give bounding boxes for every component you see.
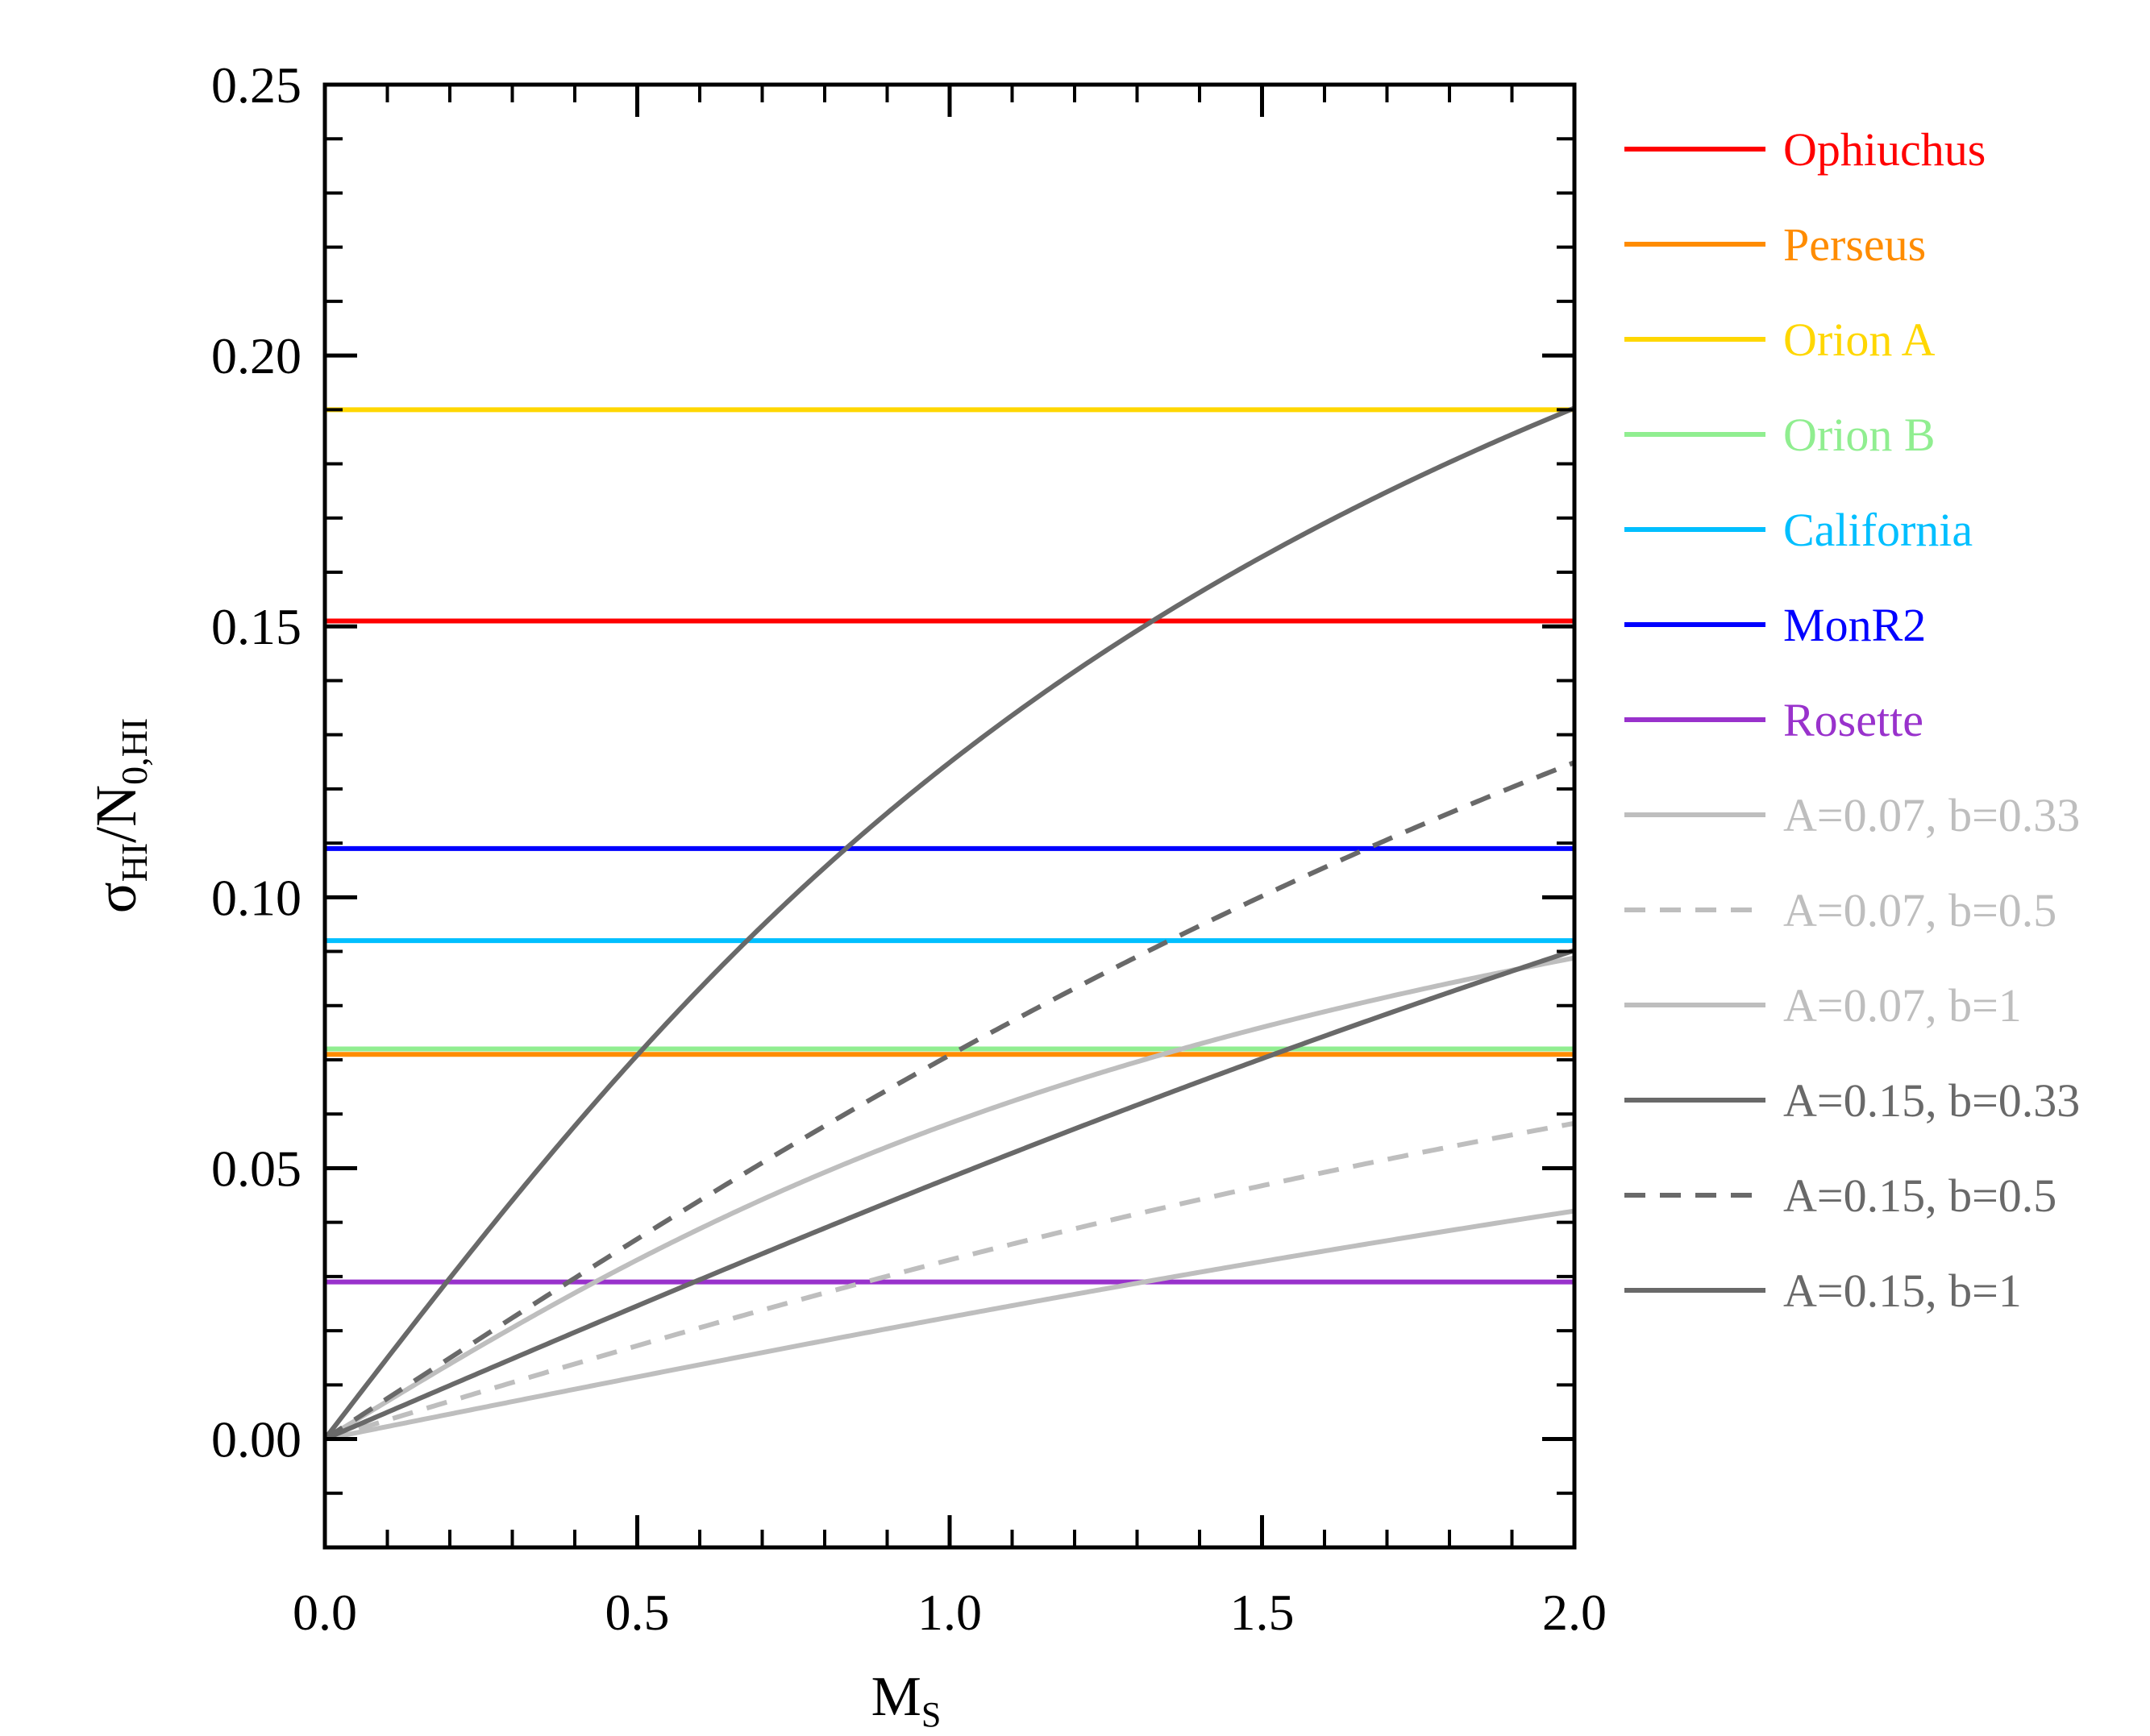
legend-item: California bbox=[1624, 504, 1973, 556]
y-tick-label: 0.15 bbox=[211, 598, 301, 655]
model-curve-3 bbox=[325, 948, 1574, 1442]
plot-lines bbox=[325, 405, 1574, 1442]
y-tick-label: 0.10 bbox=[211, 869, 301, 926]
y-axis-title-sub1: HI bbox=[114, 843, 155, 883]
x-axis-title: MS bbox=[871, 1666, 942, 1734]
y-axis-title: σHI/N0,HI bbox=[84, 718, 155, 913]
axis-ticks bbox=[322, 82, 1577, 1549]
legend-item: A=0.07, b=0.33 bbox=[1624, 789, 2080, 841]
legend-item: A=0.07, b=1 bbox=[1624, 979, 2022, 1032]
legend-item: A=0.07, b=0.5 bbox=[1624, 884, 2056, 937]
y-tick-label: 0.20 bbox=[211, 327, 301, 384]
legend-label: Perseus bbox=[1783, 218, 1926, 271]
x-tick-label: 0.0 bbox=[293, 1584, 357, 1641]
model-curve-5 bbox=[325, 405, 1574, 1441]
y-axis-title-sub2: 0,HI bbox=[114, 718, 155, 785]
y-axis-title-slash: /N bbox=[84, 785, 148, 843]
legend-item: Perseus bbox=[1624, 218, 1926, 271]
legend-item: Rosette bbox=[1624, 694, 1923, 746]
legend-item: MonR2 bbox=[1624, 599, 1926, 651]
legend-label: A=0.07, b=0.5 bbox=[1783, 884, 2056, 937]
model-curve-0 bbox=[325, 1208, 1574, 1442]
legend-label: A=0.15, b=0.5 bbox=[1783, 1169, 2056, 1222]
y-tick-label: 0.00 bbox=[211, 1411, 301, 1468]
x-axis-title-sub: S bbox=[921, 1695, 941, 1734]
y-tick-label: 0.25 bbox=[211, 56, 301, 114]
legend-item: A=0.15, b=0.5 bbox=[1624, 1169, 2056, 1222]
legend-label: Rosette bbox=[1783, 694, 1923, 746]
legend-item: A=0.15, b=0.33 bbox=[1624, 1074, 2080, 1127]
legend-item: Ophiuchus bbox=[1624, 123, 1986, 176]
legend-label: Ophiuchus bbox=[1783, 123, 1986, 176]
model-curve-1 bbox=[325, 1120, 1574, 1442]
legend: Ophiuchus Perseus Orion A Orion B California… bbox=[1624, 123, 2080, 1317]
x-tick-label: 2.0 bbox=[1542, 1584, 1607, 1641]
y-tick-label: 0.05 bbox=[211, 1140, 301, 1197]
legend-item: Orion A bbox=[1624, 314, 1936, 366]
legend-label: Orion B bbox=[1783, 409, 1936, 461]
legend-label: MonR2 bbox=[1783, 599, 1926, 651]
legend-label: A=0.15, b=1 bbox=[1783, 1265, 2022, 1317]
legend-label: California bbox=[1783, 504, 1973, 556]
legend-label: A=0.07, b=1 bbox=[1783, 979, 2022, 1032]
model-curve-2 bbox=[325, 955, 1574, 1442]
legend-item: A=0.15, b=1 bbox=[1624, 1265, 2022, 1317]
legend-label: A=0.15, b=0.33 bbox=[1783, 1074, 2080, 1127]
y-axis-title-main: σ bbox=[84, 882, 148, 913]
legend-label: A=0.07, b=0.33 bbox=[1783, 789, 2080, 841]
x-axis-title-main: M bbox=[871, 1666, 921, 1728]
x-tick-label: 1.5 bbox=[1230, 1584, 1295, 1641]
tick-labels: 0.0 0.5 1.0 1.5 2.0 0.00 0.05 0.10 0.15 0.20 0.25 bbox=[211, 56, 1607, 1641]
model-curve-4 bbox=[325, 760, 1574, 1442]
legend-item: Orion B bbox=[1624, 409, 1936, 461]
x-tick-label: 1.0 bbox=[917, 1584, 982, 1641]
legend-label: Orion A bbox=[1783, 314, 1936, 366]
x-tick-label: 0.5 bbox=[605, 1584, 670, 1641]
